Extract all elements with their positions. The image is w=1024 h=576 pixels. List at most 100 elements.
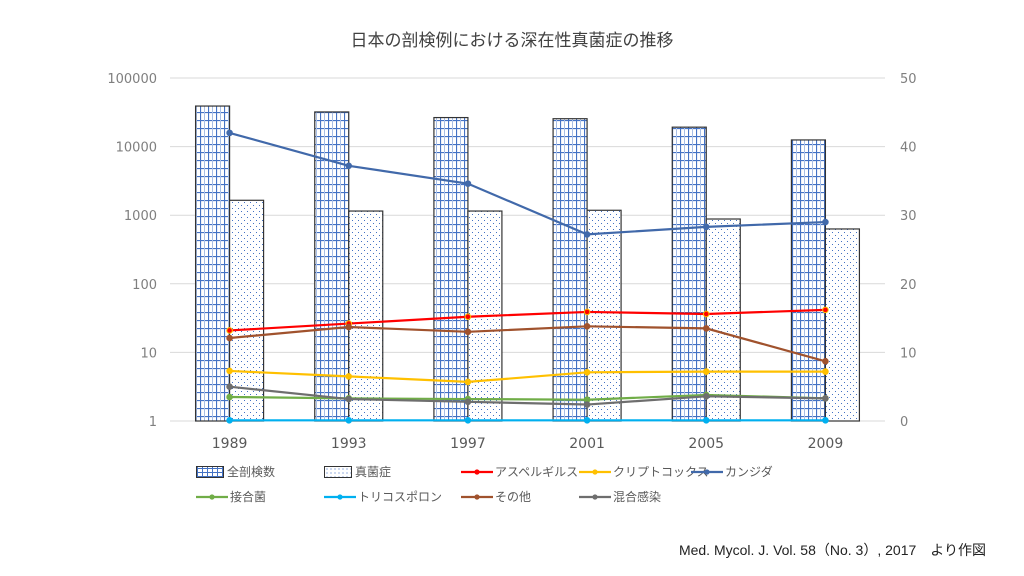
data-point bbox=[702, 393, 710, 400]
right-axis-tick-label: 30 bbox=[900, 209, 917, 224]
data-point bbox=[822, 218, 829, 226]
bar-total-autopsies bbox=[790, 139, 827, 422]
legend-item: クリプトコックス bbox=[579, 463, 709, 480]
data-point bbox=[702, 368, 710, 375]
bar-fungal-infections bbox=[824, 228, 861, 422]
data-point bbox=[822, 395, 829, 402]
data-point bbox=[583, 401, 591, 408]
legend-label: 真菌症 bbox=[355, 465, 392, 479]
legend-item: その他 bbox=[461, 488, 531, 505]
axes: 1 10 100 1000 10000 100000 0 10 20 30 40 50 1989 1993… bbox=[107, 72, 916, 452]
data-point bbox=[822, 306, 829, 314]
data-point bbox=[464, 313, 472, 321]
bar-total-autopsies bbox=[194, 105, 231, 422]
legend-swatch bbox=[691, 466, 723, 478]
x-axis-tick-label: 2001 bbox=[569, 436, 605, 452]
data-point bbox=[345, 417, 353, 424]
legend-label: カンジダ bbox=[725, 465, 773, 479]
data-point bbox=[583, 231, 591, 238]
x-axis-tick-label: 1993 bbox=[331, 436, 367, 452]
data-point bbox=[464, 180, 472, 187]
data-point bbox=[464, 398, 472, 406]
lines bbox=[226, 129, 829, 424]
bar-total-autopsies bbox=[671, 126, 707, 422]
data-point bbox=[583, 368, 591, 376]
data-point bbox=[226, 393, 233, 401]
bar-fungal-infections bbox=[348, 210, 384, 422]
x-axis-tick-label: 1989 bbox=[212, 436, 248, 452]
left-axis-tick-label: 10 bbox=[140, 346, 157, 361]
line-series-0 bbox=[229, 308, 826, 332]
bars bbox=[194, 105, 861, 422]
data-point bbox=[226, 417, 233, 424]
legend-swatch bbox=[461, 491, 493, 503]
legend-item: 真菌症 bbox=[324, 463, 391, 480]
legend-swatch bbox=[324, 465, 352, 478]
legend-label: その他 bbox=[495, 490, 532, 504]
data-point bbox=[345, 323, 353, 331]
data-point bbox=[822, 417, 829, 424]
data-point bbox=[702, 310, 710, 318]
legend-label: 混合感染 bbox=[613, 490, 662, 504]
legend-label: 接合菌 bbox=[230, 490, 267, 504]
legend-swatch bbox=[324, 491, 356, 503]
line-series-3 bbox=[229, 393, 826, 401]
bar-total-autopsies bbox=[433, 116, 469, 422]
data-point bbox=[345, 373, 353, 380]
bar-fungal-infections bbox=[705, 218, 741, 422]
legend-label: トリコスポロン bbox=[358, 490, 443, 504]
legend-item: アスペルギルス bbox=[461, 463, 578, 480]
line-series-2 bbox=[229, 131, 826, 236]
legend-label: アスペルギルス bbox=[495, 465, 579, 479]
data-point bbox=[345, 162, 353, 170]
data-point bbox=[226, 367, 233, 375]
legend-label: クリプトコックス bbox=[613, 465, 709, 479]
data-point bbox=[583, 417, 591, 424]
data-point bbox=[226, 327, 233, 334]
left-axis-tick-label: 10000 bbox=[116, 141, 157, 156]
data-point bbox=[583, 308, 591, 316]
legend-swatch bbox=[579, 466, 611, 478]
chart-title: 日本の剖検例における深在性真菌症の推移 bbox=[350, 31, 674, 51]
x-axis-tick-label: 2009 bbox=[808, 436, 844, 452]
data-point bbox=[822, 368, 829, 375]
legend-item: カンジダ bbox=[691, 463, 773, 480]
left-axis-tick-label: 100000 bbox=[107, 72, 157, 87]
data-point bbox=[464, 328, 472, 336]
line-series-6 bbox=[229, 385, 826, 406]
data-point bbox=[464, 417, 472, 424]
legend-swatch bbox=[579, 491, 611, 503]
legend-swatch bbox=[461, 466, 493, 478]
data-point bbox=[226, 129, 233, 137]
gridlines bbox=[170, 77, 885, 422]
data-point bbox=[345, 395, 353, 403]
legend-item: トリコスポロン bbox=[324, 488, 442, 505]
legend-swatch bbox=[196, 491, 228, 503]
right-axis-tick-label: 40 bbox=[900, 141, 917, 156]
data-point bbox=[464, 378, 472, 386]
bar-fungal-infections bbox=[586, 209, 622, 422]
data-point bbox=[702, 325, 710, 332]
legend-item: 全剖検数 bbox=[196, 463, 275, 480]
line-series-1 bbox=[229, 369, 826, 384]
legend-label: 全剖検数 bbox=[227, 465, 276, 479]
right-axis-tick-label: 20 bbox=[900, 278, 917, 293]
data-point bbox=[822, 358, 829, 365]
source-citation: Med. Mycol. J. Vol. 58（No. 3）, 2017 より作図 bbox=[678, 542, 986, 558]
line-series-5 bbox=[229, 325, 826, 363]
right-axis-tick-label: 10 bbox=[900, 346, 917, 361]
x-axis-tick-label: 1997 bbox=[450, 436, 486, 452]
data-point bbox=[583, 323, 591, 330]
x-axis-tick-label: 2005 bbox=[688, 436, 724, 452]
data-point bbox=[702, 223, 710, 231]
left-axis-tick-label: 1000 bbox=[124, 209, 157, 224]
data-point bbox=[226, 383, 233, 391]
right-axis-tick-label: 50 bbox=[900, 72, 917, 87]
data-point bbox=[702, 417, 710, 424]
legend-swatch bbox=[196, 465, 224, 478]
legend-item: 接合菌 bbox=[196, 488, 266, 505]
right-axis-tick-label: 0 bbox=[900, 415, 908, 430]
data-point bbox=[226, 334, 233, 342]
legend-item: 混合感染 bbox=[579, 488, 661, 505]
